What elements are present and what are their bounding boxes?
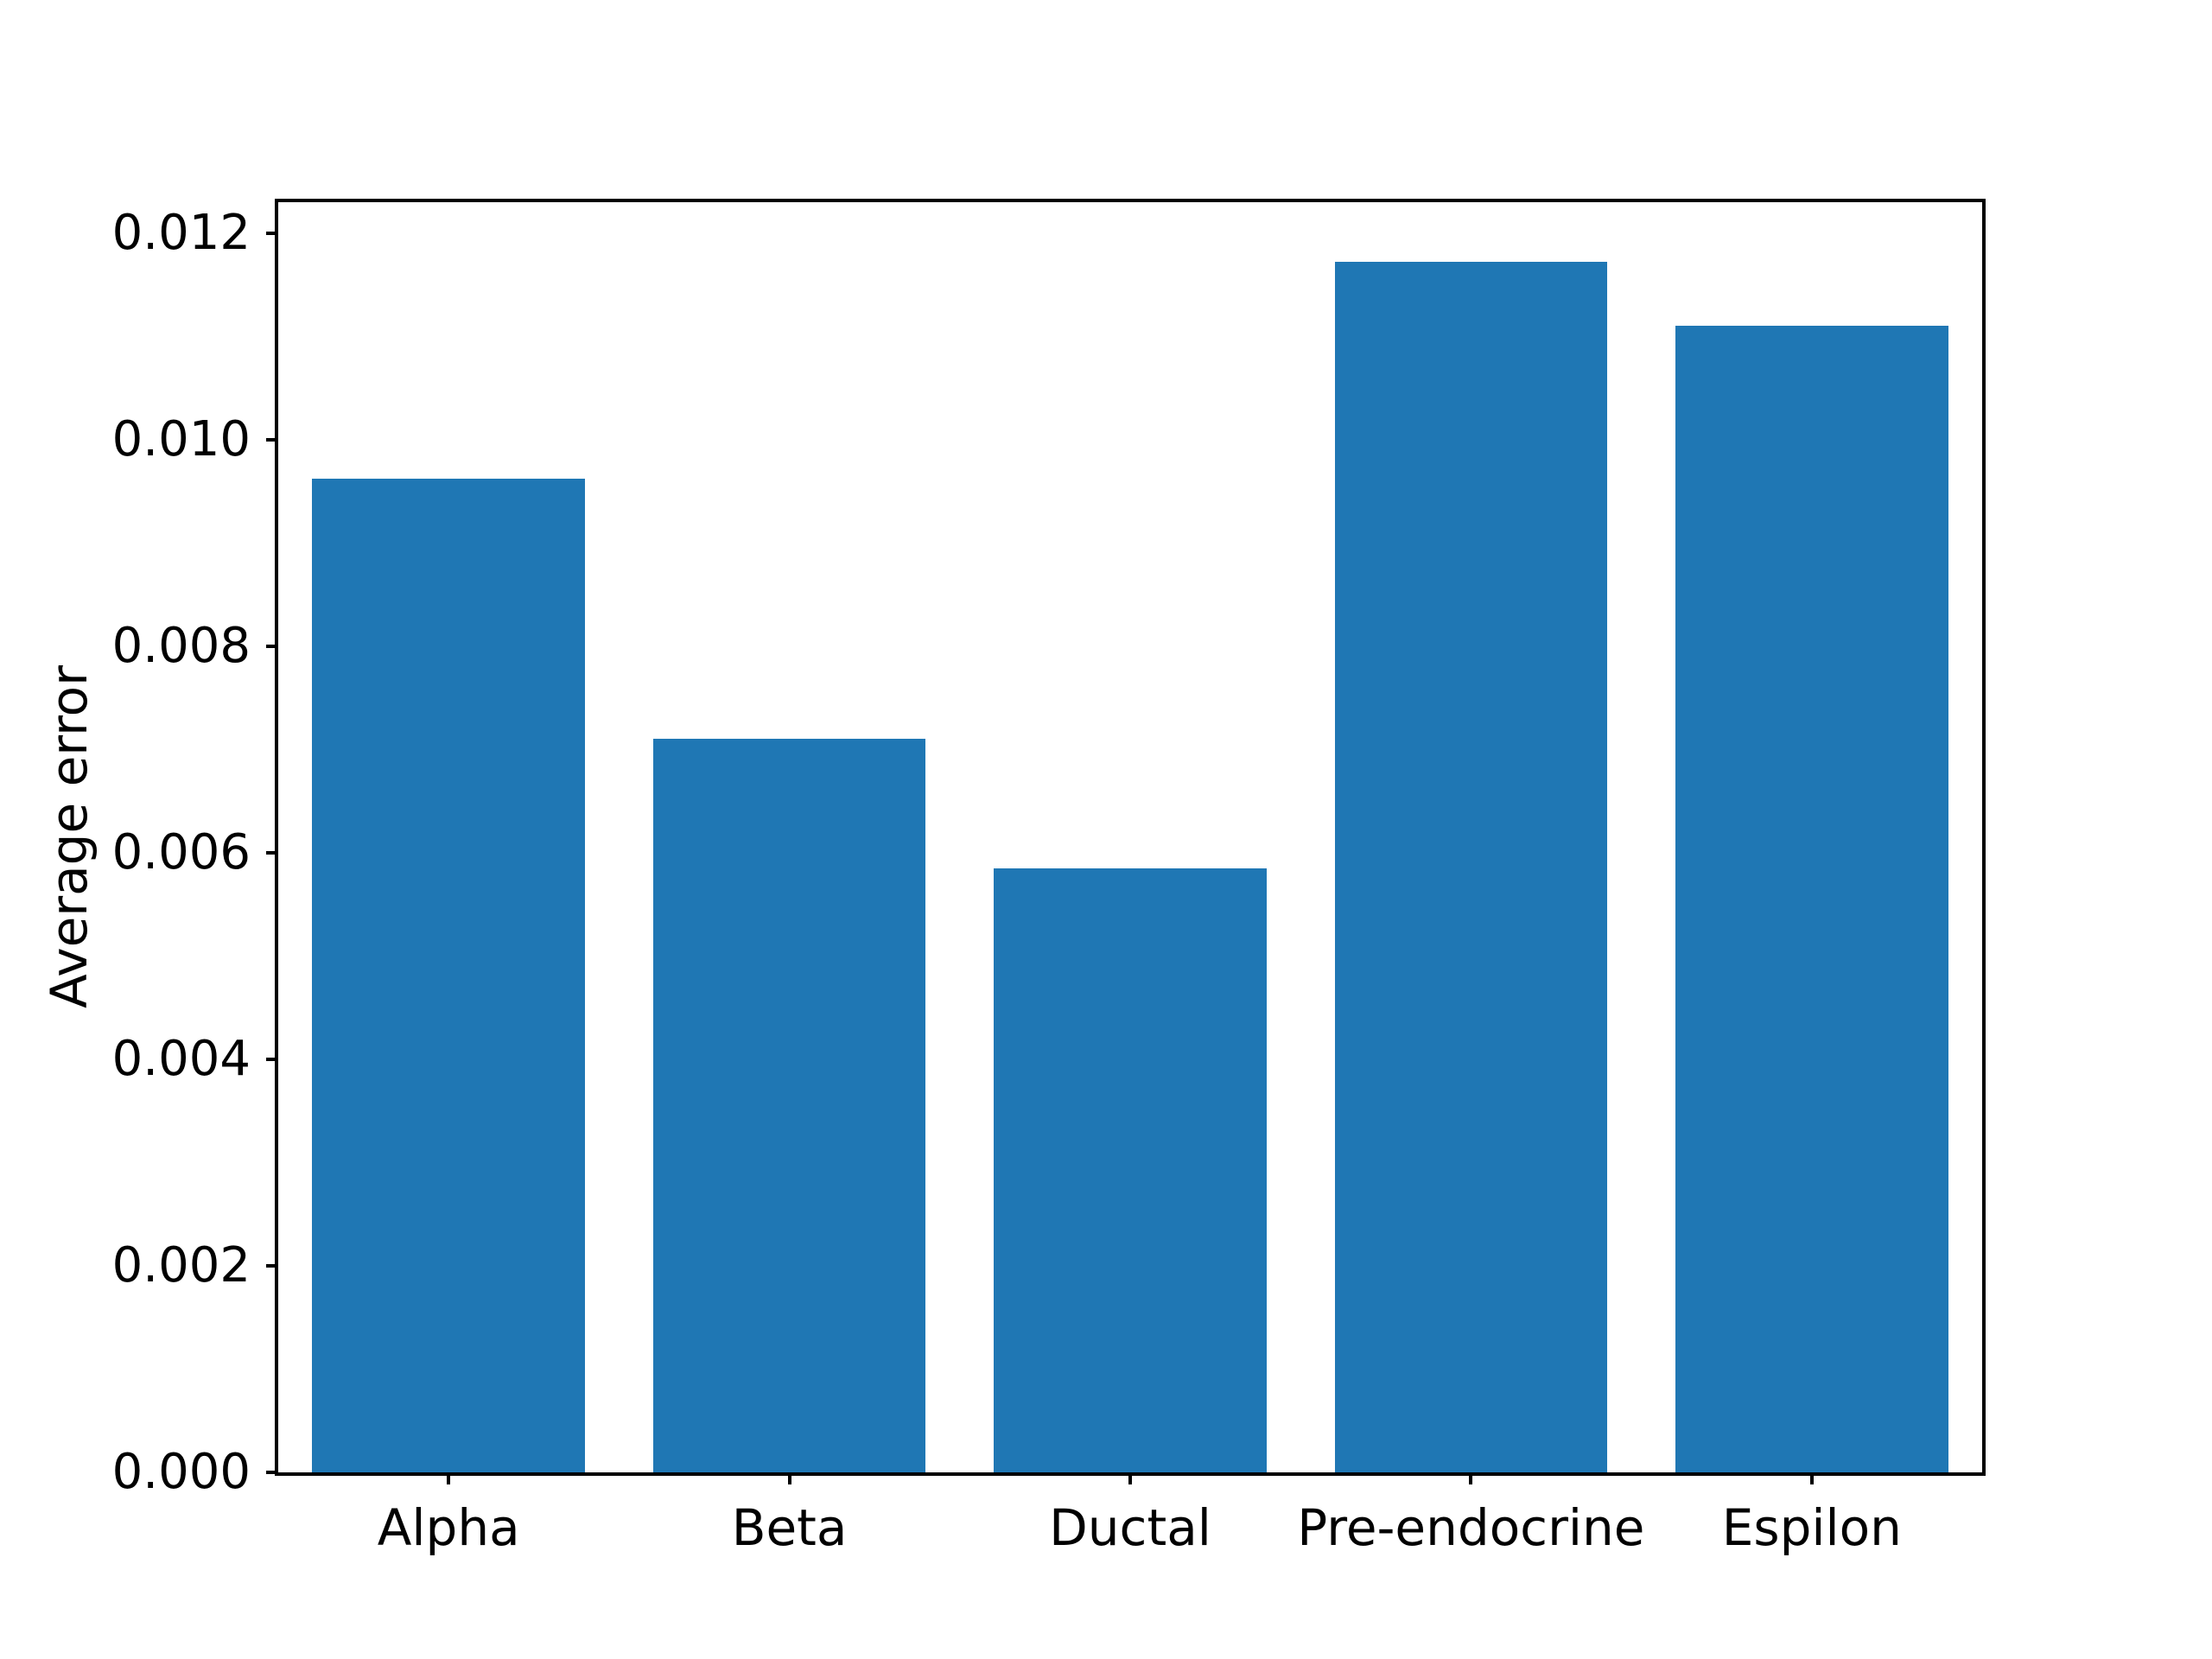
y-tick-mark — [266, 1263, 278, 1268]
x-tick-label-ductal: Ductal — [1049, 1498, 1211, 1557]
bars-layer — [278, 202, 1982, 1472]
bar-slot — [278, 202, 619, 1472]
y-tick-mark — [266, 1471, 278, 1474]
y-tick-mark — [266, 1057, 278, 1061]
y-tick-label-0-000: 0.000 — [111, 1444, 251, 1500]
plot-area: Alpha Beta Ductal Pre-endocrine Espilon 0.000… — [112, 199, 1986, 1557]
x-tick-label-beta: Beta — [731, 1498, 848, 1557]
x-tick-label-alpha: Alpha — [377, 1498, 520, 1557]
y-tick-mark — [266, 437, 278, 442]
y-tick-label-0-008: 0.008 — [111, 617, 251, 674]
y-tick-mark — [266, 850, 278, 855]
x-tick-mark — [447, 1472, 451, 1484]
bar-beta — [652, 739, 926, 1472]
x-tick-mark — [1469, 1472, 1473, 1484]
y-tick-mark — [266, 644, 278, 648]
bar-slot — [619, 202, 959, 1472]
x-tick-label-espilon: Espilon — [1721, 1498, 1902, 1557]
y-tick-label-0-004: 0.004 — [111, 1030, 251, 1087]
x-tick-mark — [1128, 1472, 1132, 1484]
x-tick-label-pre-endocrine: Pre-endocrine — [1297, 1498, 1645, 1557]
x-tick-mark — [787, 1472, 791, 1484]
bar-slot — [1300, 202, 1641, 1472]
y-tick-mark — [266, 231, 278, 235]
y-tick-label-0-006: 0.006 — [111, 823, 251, 880]
y-tick-label-0-002: 0.002 — [111, 1236, 251, 1294]
bar-pre-endocrine — [1334, 262, 1608, 1472]
y-tick-label-0-010: 0.010 — [111, 410, 251, 467]
y-axis-label-text: Average error — [40, 665, 99, 1009]
bar-espilon — [1675, 326, 1948, 1472]
bar-alpha — [312, 479, 585, 1472]
x-tick-mark — [1809, 1472, 1814, 1484]
bar-ductal — [994, 868, 1267, 1472]
y-tick-label-0-012: 0.012 — [111, 204, 251, 261]
bar-slot — [960, 202, 1300, 1472]
bar-slot — [1642, 202, 1982, 1472]
y-axis-label: Average error — [35, 199, 104, 1476]
